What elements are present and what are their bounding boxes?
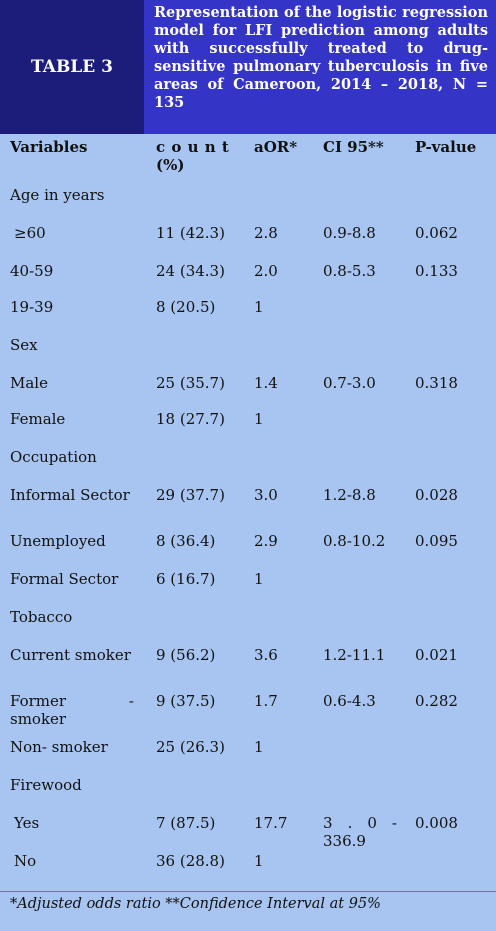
group-row: Firewood: [10, 776, 82, 794]
cell-aor: 17.7: [254, 814, 288, 832]
col-aor: aOR*: [254, 138, 298, 156]
cell-aor: 2.0: [254, 262, 278, 280]
cell-aor: 1.4: [254, 374, 278, 392]
cell-aor: 1: [254, 738, 264, 756]
group-row: Age in years: [10, 186, 105, 204]
cell-ci: 0.9-8.8: [323, 224, 376, 242]
cell-variable: Former - smoker: [10, 692, 134, 728]
cell-ci: 0.8-10.2: [323, 532, 386, 550]
cell-pvalue: 0.008: [415, 814, 458, 832]
cell-count: 25 (26.3): [156, 738, 225, 756]
cell-aor: 1: [254, 410, 264, 428]
cell-aor: 2.8: [254, 224, 278, 242]
cell-count: 8 (20.5): [156, 298, 216, 316]
group-row: Occupation: [10, 448, 97, 466]
cell-variable: Yes: [14, 814, 40, 832]
table-row: Female 18 (27.7) 1: [0, 410, 496, 428]
col-count-unit: (%): [156, 156, 185, 174]
cell-pvalue: 0.095: [415, 532, 458, 550]
col-ci: CI 95**: [323, 138, 384, 156]
cell-ci: 0.8-5.3: [323, 262, 376, 280]
cell-count: 24 (34.3): [156, 262, 225, 280]
cell-aor: 1.7: [254, 692, 278, 710]
cell-pvalue: 0.282: [415, 692, 458, 710]
table-row: No 36 (28.8) 1: [0, 852, 496, 870]
cell-variable: Female: [10, 410, 66, 428]
cell-variable: Formal Sector: [10, 570, 119, 588]
cell-variable: Non- smoker: [10, 738, 108, 756]
cell-ci: 0.6-4.3: [323, 692, 376, 710]
cell-variable: Informal Sector: [10, 486, 130, 504]
col-pvalue: P-value: [415, 138, 477, 156]
cell-aor: 3.0: [254, 486, 278, 504]
table-row: Male 25 (35.7) 1.4 0.7-3.0 0.318: [0, 374, 496, 392]
cell-pvalue: 0.062: [415, 224, 458, 242]
cell-count: 29 (37.7): [156, 486, 225, 504]
table-header: TABLE 3 Representation of the logistic r…: [0, 0, 496, 134]
table-row: 19-39 8 (20.5) 1: [0, 298, 496, 316]
cell-pvalue: 0.318: [415, 374, 458, 392]
cell-pvalue: 0.028: [415, 486, 458, 504]
table-footnote: *Adjusted odds ratio **Confidence Interv…: [0, 891, 496, 931]
cell-count: 18 (27.7): [156, 410, 225, 428]
cell-count: 9 (37.5): [156, 692, 216, 710]
group-row: Sex: [10, 336, 38, 354]
table-row: Yes 7 (87.5) 17.7 3 . 0 - 336.9 0.008: [0, 814, 496, 850]
cell-variable: Male: [10, 374, 48, 392]
cell-count: 8 (36.4): [156, 532, 216, 550]
table-row: Non- smoker 25 (26.3) 1: [0, 738, 496, 756]
cell-ci: 1.2-8.8: [323, 486, 376, 504]
cell-aor: 1: [254, 298, 264, 316]
cell-count: 11 (42.3): [156, 224, 225, 242]
cell-variable: ≥60: [14, 224, 46, 242]
cell-count: 7 (87.5): [156, 814, 216, 832]
cell-aor: 2.9: [254, 532, 278, 550]
cell-aor: 1: [254, 570, 264, 588]
cell-variable: Unemployed: [10, 532, 106, 550]
cell-ci: 3 . 0 - 336.9: [323, 814, 397, 850]
cell-pvalue: 0.021: [415, 646, 458, 664]
cell-count: 9 (56.2): [156, 646, 216, 664]
table-row: Former - smoker 9 (37.5) 1.7 0.6-4.3 0.282: [0, 692, 496, 728]
cell-variable: 40-59: [10, 262, 54, 280]
table-row: Current smoker 9 (56.2) 3.6 1.2-11.1 0.021: [0, 646, 496, 664]
table-label: TABLE 3: [0, 0, 144, 134]
cell-pvalue: 0.133: [415, 262, 458, 280]
cell-ci: 1.2-11.1: [323, 646, 386, 664]
column-headers: Variables c o u n t (%) aOR* CI 95** P-v…: [0, 134, 496, 180]
table-row: ≥60 11 (42.3) 2.8 0.9-8.8 0.062: [0, 224, 496, 242]
cell-count: 25 (35.7): [156, 374, 225, 392]
table-row: Formal Sector 6 (16.7) 1: [0, 570, 496, 588]
table-row: Unemployed 8 (36.4) 2.9 0.8-10.2 0.095: [0, 532, 496, 550]
cell-count: 36 (28.8): [156, 852, 225, 870]
cell-aor: 3.6: [254, 646, 278, 664]
group-row: Tobacco: [10, 608, 73, 626]
col-variables: Variables: [10, 138, 88, 156]
col-count: c o u n t (%): [146, 138, 244, 180]
cell-ci: 0.7-3.0: [323, 374, 376, 392]
cell-aor: 1: [254, 852, 264, 870]
table-title: Representation of the logistic regressio…: [144, 0, 496, 134]
cell-variable: Current smoker: [10, 646, 131, 664]
cell-count: 6 (16.7): [156, 570, 216, 588]
table-row: Informal Sector 29 (37.7) 3.0 1.2-8.8 0.028: [0, 486, 496, 504]
table-row: 40-59 24 (34.3) 2.0 0.8-5.3 0.133: [0, 262, 496, 280]
col-count-label: c o u n t: [156, 138, 230, 156]
cell-variable: No: [14, 852, 37, 870]
cell-variable: 19-39: [10, 298, 54, 316]
